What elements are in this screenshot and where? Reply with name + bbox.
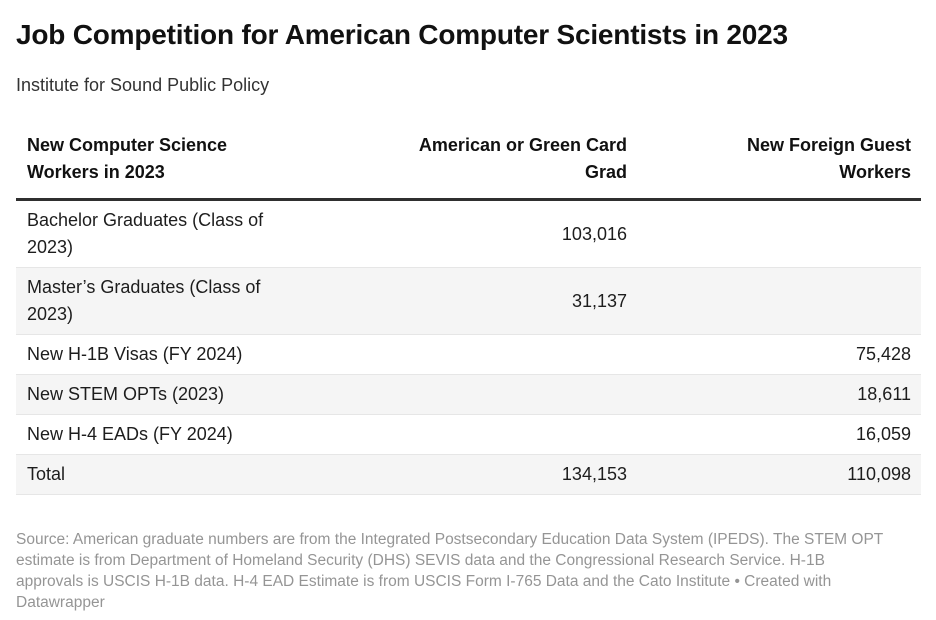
- column-header-new-cs-workers: New Computer Science Workers in 2023: [16, 132, 346, 201]
- foreign-workers-value-cell: [627, 267, 921, 335]
- table-row-stem-opts: New STEM OPTs (2023) 18,611: [16, 374, 921, 415]
- row-label: New H-1B Visas (FY 2024): [27, 344, 243, 364]
- foreign-workers-value-cell: 75,428: [627, 334, 921, 375]
- american-grad-value-cell: 134,153: [346, 454, 627, 495]
- column-header-foreign-guest-workers: New Foreign Guest Workers: [627, 132, 921, 201]
- foreign-workers-value-cell: [627, 199, 921, 268]
- header-row: New Computer Science Workers in 2023 Ame…: [16, 132, 921, 201]
- row-label: Total: [27, 464, 66, 484]
- row-label: Master’s Graduates (Class of 2023): [27, 277, 261, 324]
- chart-title: Job Competition for American Computer Sc…: [16, 19, 788, 50]
- row-label: Bachelor Graduates (Class of 2023): [27, 210, 264, 257]
- table-row-bachelor-graduates: Bachelor Graduates (Class of 2023) 103,0…: [16, 199, 921, 268]
- american-grad-value-cell: [346, 374, 627, 415]
- american-grad-value-cell: [346, 414, 627, 455]
- table-row-total: Total 134,153 110,098: [16, 454, 921, 495]
- row-label-cell: Bachelor Graduates (Class of 2023): [16, 199, 346, 268]
- column-header-label: New Computer Science Workers in 2023: [27, 135, 228, 182]
- row-label: New H-4 EADs (FY 2024): [27, 424, 233, 444]
- column-header-label: American or Green Card Grad: [418, 135, 627, 182]
- foreign-workers-value-cell: 110,098: [627, 454, 921, 495]
- american-grad-value-cell: [346, 334, 627, 375]
- american-grad-value-cell: 31,137: [346, 267, 627, 335]
- column-header-american-grad: American or Green Card Grad: [346, 132, 627, 201]
- table-row-h1b-visas: New H-1B Visas (FY 2024) 75,428: [16, 334, 921, 375]
- source-note: Source: American graduate numbers are fr…: [16, 531, 883, 611]
- row-label-cell: New H-1B Visas (FY 2024): [16, 334, 346, 375]
- table-row-h4-eads: New H-4 EADs (FY 2024) 16,059: [16, 414, 921, 455]
- row-label: New STEM OPTs (2023): [27, 384, 225, 404]
- american-grad-value-cell: 103,016: [346, 199, 627, 268]
- row-label-cell: New STEM OPTs (2023): [16, 374, 346, 415]
- row-label-cell: Total: [16, 454, 346, 495]
- data-table: New Computer Science Workers in 2023 Ame…: [16, 132, 921, 495]
- column-header-label: New Foreign Guest Workers: [746, 135, 911, 182]
- foreign-workers-value-cell: 18,611: [627, 374, 921, 415]
- table-row-masters-graduates: Master’s Graduates (Class of 2023) 31,13…: [16, 267, 921, 335]
- foreign-workers-value-cell: 16,059: [627, 414, 921, 455]
- row-label-cell: Master’s Graduates (Class of 2023): [16, 267, 346, 335]
- chart-subtitle: Institute for Sound Public Policy: [16, 75, 270, 95]
- row-label-cell: New H-4 EADs (FY 2024): [16, 414, 346, 455]
